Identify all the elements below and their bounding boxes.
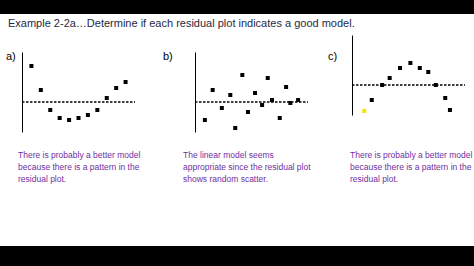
point [388, 76, 392, 80]
y-axis-line [195, 53, 196, 133]
y-axis [352, 36, 354, 116]
point [220, 106, 224, 110]
point [39, 88, 43, 92]
slide: Example 2-2a…Determine if each residual … [0, 0, 474, 266]
point [77, 116, 81, 120]
point [398, 66, 402, 70]
caption: There is probably a better modelbecause … [350, 150, 472, 184]
point [278, 116, 282, 120]
point [48, 108, 52, 112]
point [296, 98, 300, 102]
slide-title: Example 2-2a…Determine if each residual … [8, 17, 355, 29]
point [426, 70, 430, 74]
point [270, 98, 274, 102]
point [95, 108, 99, 112]
point [266, 76, 270, 80]
grid [352, 85, 465, 86]
point [443, 96, 447, 100]
point [362, 109, 366, 113]
caption: The linear model seemsappropriate since … [183, 150, 311, 184]
points [362, 61, 452, 113]
point [434, 83, 438, 87]
point [260, 103, 264, 107]
point [105, 96, 109, 100]
caption: There is probably a better modelbecause … [18, 150, 140, 184]
points [203, 73, 300, 130]
panel-label: b) [163, 50, 173, 62]
point [246, 110, 250, 114]
point [203, 118, 207, 122]
grid-line [22, 101, 135, 103]
point [228, 93, 232, 97]
points [29, 64, 127, 122]
point [240, 73, 244, 77]
point [380, 83, 384, 87]
point [448, 108, 452, 112]
point [233, 126, 237, 130]
point [124, 80, 128, 84]
point [211, 88, 215, 92]
residual-chart: a) There is probably a better modelbecaus… [6, 50, 140, 184]
background [0, 0, 474, 266]
point [370, 98, 374, 102]
residual-chart: c) There is probably a better modelbecaus… [328, 36, 472, 185]
grid [22, 102, 135, 103]
y-axis [22, 53, 24, 133]
point [284, 85, 288, 89]
y-axis-line [352, 36, 353, 116]
point [288, 101, 292, 105]
point [58, 116, 62, 120]
point [29, 64, 33, 68]
top-bar [0, 0, 474, 14]
y-axis [195, 53, 197, 133]
point [86, 113, 90, 117]
point [418, 66, 422, 70]
point [114, 86, 118, 90]
panel-label: a) [6, 50, 16, 62]
bottom-bar [0, 246, 474, 266]
panel-label: c) [328, 50, 337, 62]
y-axis-line [22, 53, 23, 133]
grid-line [352, 84, 465, 86]
residual-chart: b) The linear model seemsappropriate sinc… [163, 50, 311, 184]
point [67, 118, 71, 122]
point [408, 61, 412, 65]
point [253, 91, 257, 95]
